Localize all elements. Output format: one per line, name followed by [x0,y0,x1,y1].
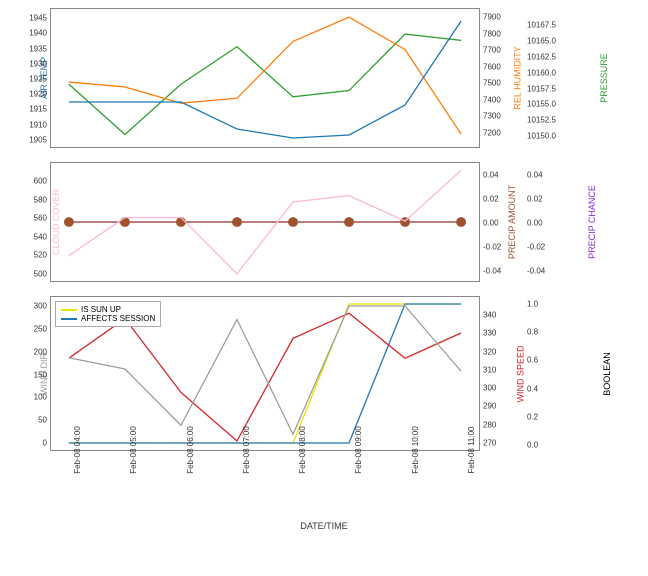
x-tick: Feb-08 11:00 [463,427,476,474]
x-tick: Feb-08 09:00 [350,426,363,474]
chart-container: AIR TEMPREL HUMIDITYPRESSURE190519101915… [8,8,640,531]
x-tick: Feb-08 07:00 [238,426,251,474]
panel3-r1-label: WIND SPEED [515,345,525,402]
panel1: AIR TEMPREL HUMIDITYPRESSURE190519101915… [50,8,480,148]
x-tick: Feb-08 05:00 [125,426,138,474]
x-tick: Feb-08 10:00 [407,426,420,474]
legend-item: AFFECTS SESSION [61,314,155,323]
panel3-r2-label: BOOLEAN [602,352,612,396]
panel2: CLOUD COVERPRECIP AMOUNTPRECIP CHANCE500… [50,162,480,282]
x-tick: Feb-08 06:00 [182,426,195,474]
legend: IS SUN UPAFFECTS SESSION [55,301,161,327]
panel2-r2-label: PRECIP CHANCE [587,185,597,259]
panels: AIR TEMPREL HUMIDITYPRESSURE190519101915… [50,8,485,451]
x-axis-label: DATE/TIME [8,521,640,531]
x-tick: Feb-08 04:00 [69,426,82,474]
panel1-plot [51,9,479,147]
panel1-r2-label: PRESSURE [599,53,609,103]
panel2-left-label: CLOUD COVER [51,189,61,255]
panel2-plot [51,163,479,281]
panel3: WIND DIRWIND SPEEDBOOLEAN050100150200250… [50,296,480,451]
x-tick: Feb-08 08:00 [294,426,307,474]
legend-item: IS SUN UP [61,305,155,314]
